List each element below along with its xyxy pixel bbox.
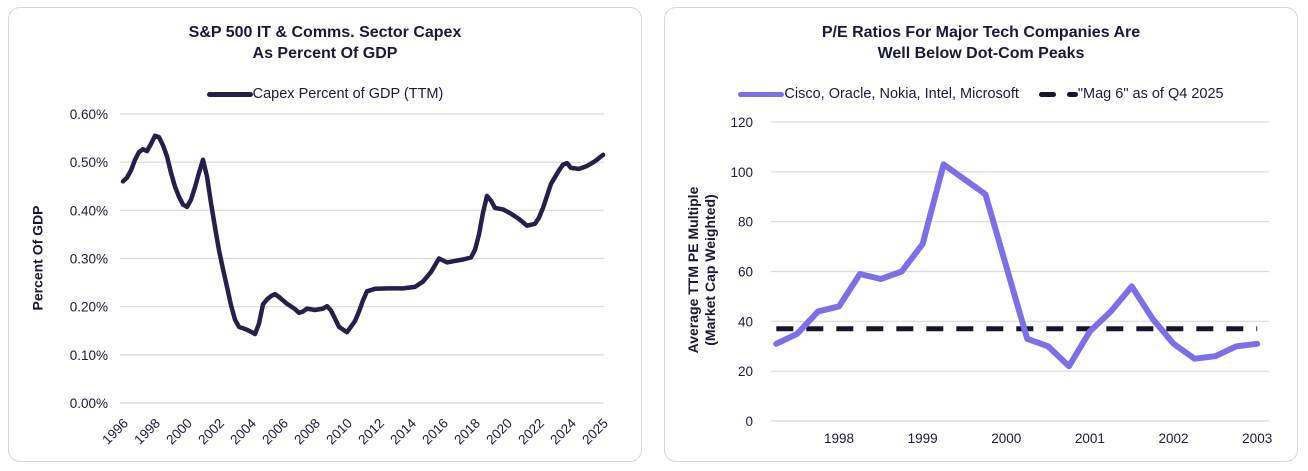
y-tick-label: 60: [738, 265, 753, 280]
x-tick-label: 2020: [483, 416, 515, 448]
y-tick-label: 120: [730, 115, 753, 130]
chart-title-line1: S&P 500 IT & Comms. Sector Capex: [188, 24, 462, 41]
pe-ratio-chart-card: P/E Ratios For Major Tech Companies Are …: [664, 7, 1298, 462]
y-tick-label: 0.00%: [70, 396, 108, 411]
x-tick-label: 2000: [163, 416, 195, 448]
x-tick-label: 2016: [419, 416, 451, 448]
x-tick-label: 1999: [908, 431, 938, 446]
y-tick-label: 20: [738, 364, 753, 379]
capex-series-swatch-icon: [206, 91, 253, 97]
x-tick-label: 2014: [387, 415, 419, 447]
x-tick-label: 2002: [195, 416, 227, 448]
x-tick-label: 1998: [131, 416, 163, 448]
x-tick-label: 2006: [259, 416, 291, 448]
x-tick-label: 2008: [291, 416, 323, 448]
x-tick-label: 2024: [547, 415, 579, 447]
legend: Capex Percent of GDP (TTM): [9, 86, 641, 102]
chart-title: S&P 500 IT & Comms. Sector Capex As Perc…: [9, 22, 641, 64]
capex-chart-card: S&P 500 IT & Comms. Sector Capex As Perc…: [8, 7, 642, 462]
y-tick-label: 0.30%: [70, 252, 108, 267]
y-tick-label: 0: [745, 414, 753, 429]
legend: Cisco, Oracle, Nokia, Intel, Microsoft "…: [665, 86, 1297, 102]
y-tick-label: 0.50%: [70, 155, 108, 170]
x-tick-label: 2002: [1159, 431, 1189, 446]
chart-title-line2: Well Below Dot-Com Peaks: [877, 45, 1085, 62]
chart-title-line1: P/E Ratios For Major Tech Companies Are: [821, 24, 1141, 41]
x-tick-label: 2012: [355, 416, 387, 448]
x-tick-label: 1996: [99, 416, 131, 448]
line-series: [120, 133, 606, 337]
mag6-dash-swatch-icon: [1038, 91, 1078, 97]
x-tick-label: 2003: [1242, 431, 1272, 446]
x-tick-label: 2022: [515, 416, 547, 448]
x-tick-label: 2018: [451, 416, 483, 448]
legend-label-pe: Cisco, Oracle, Nokia, Intel, Microsoft: [784, 86, 1019, 102]
x-tick-label: 2004: [227, 415, 259, 447]
x-tick-label: 1998: [824, 431, 854, 446]
chart-title: P/E Ratios For Major Tech Companies Are …: [665, 22, 1297, 64]
x-tick-label: 2001: [1075, 431, 1105, 446]
line-series: [773, 161, 1261, 370]
chart-title-line2: As Percent Of GDP: [252, 45, 398, 62]
capex-plot-area: 0.00% 0.10% 0.20% 0.30% 0.40% 0.50% 0.60% 1996 1…: [70, 108, 611, 448]
x-tick-label: 2010: [323, 416, 355, 448]
y-tick-label: 0.60%: [70, 108, 108, 122]
legend-label-capex: Capex Percent of GDP (TTM): [252, 86, 444, 102]
y-tick-label: 0.20%: [70, 300, 108, 315]
pe-series-swatch-icon: [738, 91, 785, 97]
y-tick-label: 100: [730, 165, 753, 180]
y-tick-label: 0.10%: [70, 348, 108, 363]
y-tick-label: 80: [738, 215, 753, 230]
pe-plot-area: 0 20 40 60 80 100 120 1998 1999 2000 2001 2002 2003: [730, 115, 1272, 446]
y-tick-label: 0.40%: [70, 203, 108, 218]
legend-label-mag6: "Mag 6" as of Q4 2025: [1077, 86, 1224, 102]
y-tick-label: 40: [738, 314, 753, 329]
x-tick-label: 2000: [991, 431, 1021, 446]
x-tick-label: 2025: [579, 416, 611, 448]
